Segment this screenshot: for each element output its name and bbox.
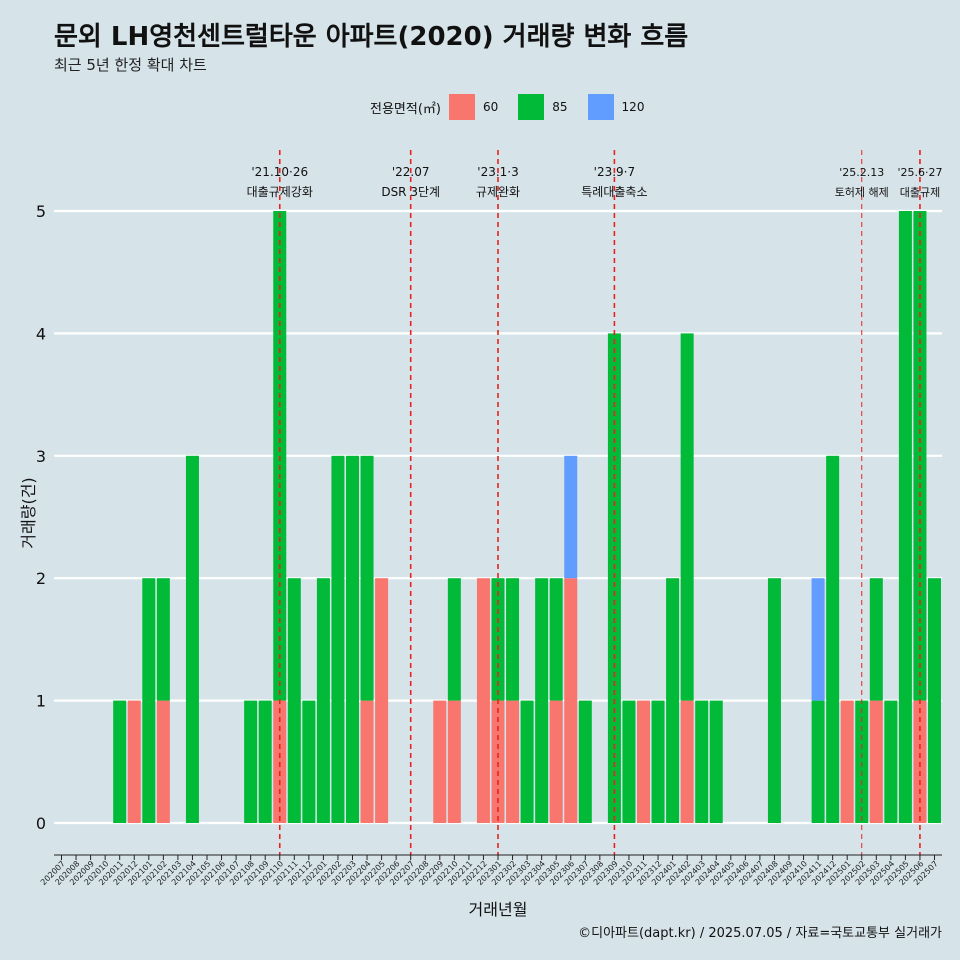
bar-segment	[913, 211, 927, 701]
legend-swatch-60	[448, 94, 475, 120]
event-label: 특례대출축소	[581, 185, 647, 199]
bar-segment	[360, 700, 374, 823]
bar-segment	[680, 333, 694, 701]
bar-segment	[869, 578, 883, 701]
bar-segment	[273, 700, 287, 823]
bar-segment	[346, 455, 359, 823]
event-label: 규제완화	[476, 185, 520, 199]
y-tick-label: 5	[36, 202, 46, 221]
event-label: DSR 3단계	[381, 185, 440, 199]
bar-segment	[840, 700, 854, 823]
event-label: 대출규제강화	[247, 185, 313, 199]
event-date: '23.9·7	[594, 165, 635, 179]
bar-segment	[695, 700, 709, 823]
bar-segment	[331, 455, 345, 823]
legend-swatch-85	[518, 94, 545, 120]
y-tick-label: 4	[36, 324, 46, 343]
event-date: '25.6·27	[897, 166, 942, 179]
bar-segment	[273, 211, 287, 701]
y-tick-label: 0	[36, 814, 46, 833]
bar-segment	[549, 700, 563, 823]
x-axis-label: 거래년월	[469, 900, 528, 919]
y-tick-label: 3	[36, 447, 46, 466]
bar-segment	[869, 700, 883, 823]
legend-label-85: 85	[552, 100, 568, 114]
bar-segment	[476, 578, 490, 823]
bar-segment	[156, 700, 170, 823]
bar-segment	[826, 455, 840, 823]
bar-segment	[447, 700, 461, 823]
bar-segment	[185, 455, 199, 823]
event-date: '21.10·26	[251, 165, 308, 179]
bar-segment	[142, 578, 156, 823]
bar-segment	[607, 333, 621, 823]
y-axis-label: 거래량(건)	[19, 477, 38, 548]
bar-segment	[884, 700, 898, 823]
bar-segment	[127, 700, 141, 823]
bar-segment	[898, 211, 912, 823]
bar-segment	[360, 455, 374, 701]
legend-title: 전용면적(㎡)	[370, 101, 441, 117]
bar-segment	[244, 700, 258, 823]
event-date: '25.2.13	[839, 166, 884, 179]
bar-segment	[637, 700, 650, 823]
chart-title: 문외 LH영천센트럴타운 아파트(2020) 거래량 변화 흐름	[54, 22, 689, 52]
bar-segment	[622, 700, 636, 823]
bar-segment	[651, 700, 665, 823]
bar-segment	[811, 578, 825, 701]
bar-segment	[506, 578, 520, 701]
bar-segment	[767, 578, 781, 823]
legend-swatch-120	[587, 94, 614, 120]
event-date: '23.1·3	[477, 165, 518, 179]
bar-segment	[447, 578, 461, 701]
y-tick-label: 2	[36, 569, 46, 588]
bar-segment	[433, 700, 447, 823]
bar-segment	[578, 700, 592, 823]
bar-segment	[680, 700, 694, 823]
bar-segment	[564, 578, 578, 823]
bar-segment	[506, 700, 520, 823]
y-tick-label: 1	[36, 692, 46, 711]
bars	[113, 211, 941, 823]
bar-segment	[316, 578, 330, 823]
chart-subtitle: 최근 5년 한정 확대 차트	[54, 56, 207, 74]
legend-label-120: 120	[621, 100, 645, 114]
bar-segment	[375, 578, 389, 823]
bar-segment	[564, 455, 578, 579]
event-date: '22.07	[392, 165, 430, 179]
bar-segment	[549, 578, 563, 701]
bar-segment	[287, 578, 301, 823]
bar-segment	[302, 700, 316, 823]
bar-segment	[258, 700, 272, 823]
bar-segment	[928, 578, 941, 823]
bar-segment	[913, 700, 927, 823]
bar-segment	[156, 578, 170, 701]
bar-segment	[811, 700, 825, 823]
event-label: 토허제 해제	[835, 185, 889, 199]
event-label: 대출규제	[900, 186, 940, 199]
legend: 전용면적(㎡) 60 85 120	[370, 93, 664, 121]
bar-segment	[491, 700, 505, 823]
legend-label-60: 60	[482, 100, 499, 114]
bar-segment	[113, 700, 127, 823]
event-markers: '21.10·26 대출규제강화 '22.07 DSR 3단계 '23.1·3 규제완화 '…	[247, 150, 942, 855]
bar-segment	[709, 700, 723, 823]
bar-segment	[855, 700, 869, 823]
bar-segment	[520, 700, 534, 823]
bar-segment	[666, 578, 680, 823]
bar-segment	[535, 578, 549, 823]
caption: ©디아파트(dapt.kr) / 2025.07.05 / 자료=국토교통부 실…	[578, 926, 942, 941]
